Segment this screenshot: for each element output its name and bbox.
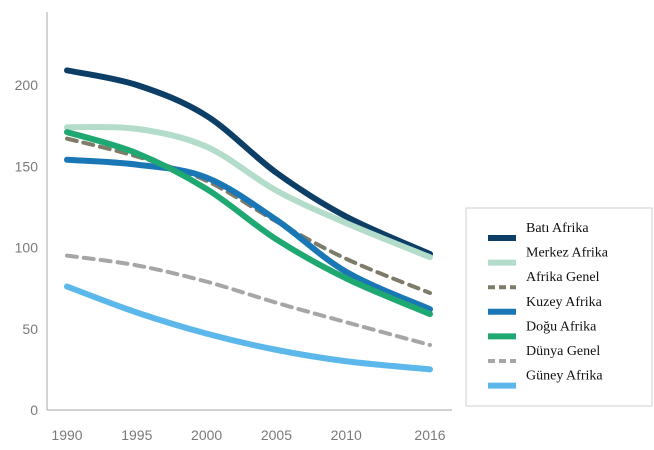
x-tick-labels: 1990 1995 2000 2005 2010 2016 [51,427,445,443]
y-tick-label: 100 [15,240,39,256]
series-line [64,129,433,318]
legend-label: Kuzey Afrika [526,295,603,310]
legend-label: Doğu Afrika [526,319,597,334]
series-lines [64,67,433,373]
y-tick-labels: 0 50 100 150 200 [15,77,39,418]
legend-label: Dünya Genel [526,344,600,359]
legend-label: Merkez Afrika [526,246,609,261]
y-tick-label: 50 [22,321,38,337]
x-tick-label: 2010 [331,427,362,443]
y-tick-label: 200 [15,77,39,93]
series-line [64,156,433,313]
axes [46,12,452,411]
x-tick-label: 2016 [414,427,445,443]
legend: Batı Afrika Merkez Afrika Afrika Genel Kuze… [465,207,653,407]
x-tick-label: 2000 [191,427,222,443]
legend-label: Batı Afrika [526,221,589,236]
x-tick-label: 2005 [261,427,292,443]
y-tick-label: 150 [15,158,39,174]
legend-label: Afrika Genel [526,270,600,285]
series-line [65,253,432,347]
x-tick-label: 1995 [121,427,152,443]
series-line [65,136,432,295]
y-tick-label: 0 [30,402,38,418]
legend-label: Güney Afrika [526,369,603,384]
series-line [64,67,433,257]
x-tick-label: 1990 [51,427,82,443]
series-line [64,283,433,373]
series-line [64,123,433,261]
